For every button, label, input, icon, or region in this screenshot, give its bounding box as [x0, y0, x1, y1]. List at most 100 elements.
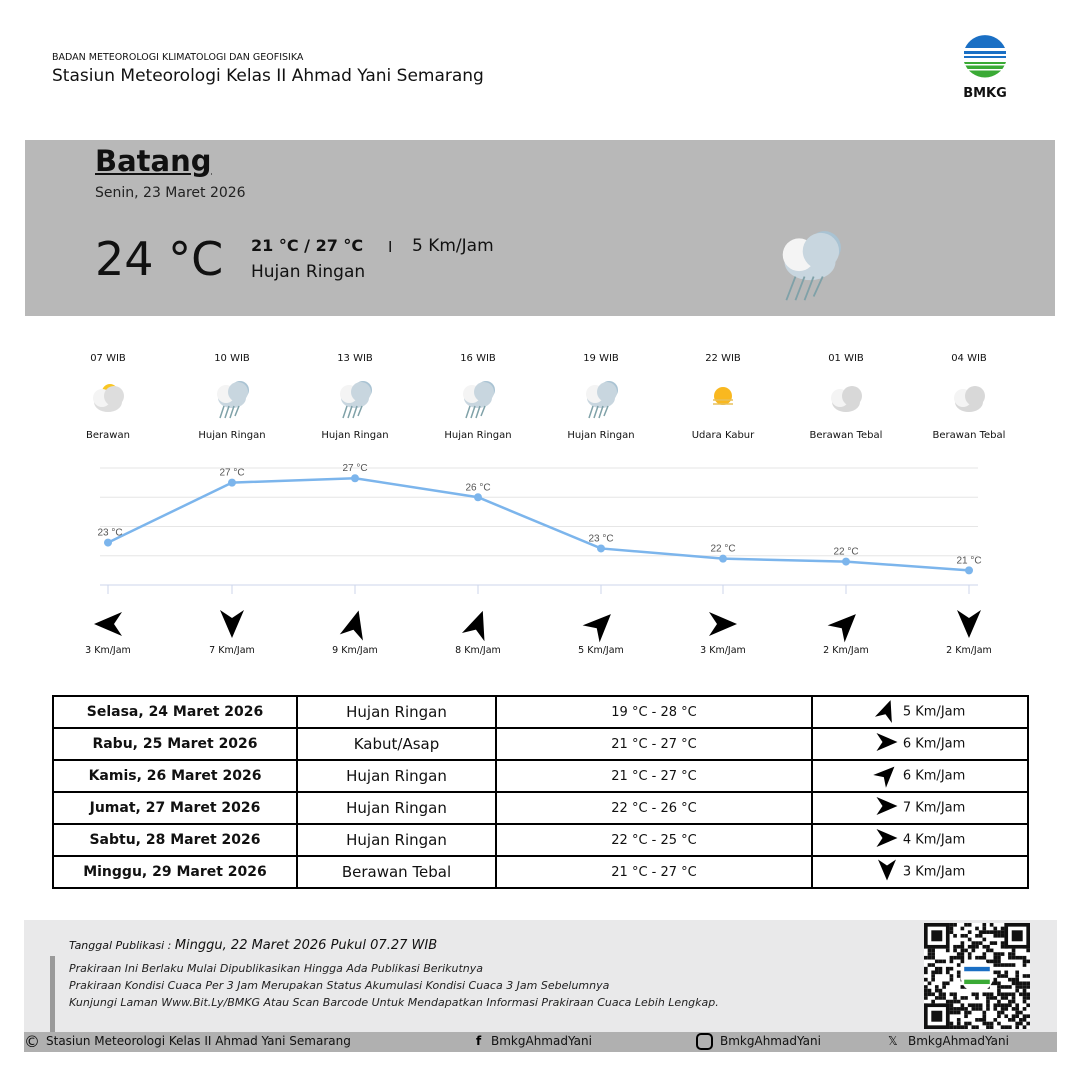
facebook-link[interactable]: BmkgAhmadYani — [491, 1034, 592, 1048]
day-temp-range: 19 °C - 28 °C — [495, 695, 813, 729]
data-label: 22 °C — [710, 544, 735, 555]
hour-label: 10 WIB — [214, 353, 250, 364]
day-wind: 6 Km/Jam — [811, 727, 1029, 761]
temperature-chart: 23 °C 27 °C 27 °C 26 °C 23 °C 22 °C 22 °C 21 °C — [97, 463, 982, 594]
wind-speed: 5 Km/Jam — [578, 645, 624, 656]
wind-speed: 3 Km/Jam — [700, 645, 746, 656]
wind-item: 7 Km/Jam — [182, 608, 282, 656]
wind-arrow-icon — [875, 859, 899, 886]
rain-icon — [541, 374, 661, 422]
day-temp-range: 21 °C - 27 °C — [495, 759, 813, 793]
data-point[interactable] — [597, 544, 605, 553]
hourly-item: 01 WIB Berawan Tebal — [786, 353, 906, 441]
day-wind: 3 Km/Jam — [811, 855, 1029, 889]
day-condition: Berawan Tebal — [296, 855, 497, 889]
wind-arrow-icon — [339, 610, 371, 644]
overcast-icon — [786, 374, 906, 422]
note: Prakiraan Kondisi Cuaca Per 3 Jam Merupa… — [69, 979, 610, 992]
bmkg-logo-icon — [963, 35, 1007, 79]
table-row: Rabu, 25 Maret 2026 Kabut/Asap 21 °C - 27 … — [52, 727, 1029, 761]
data-point[interactable] — [719, 554, 727, 563]
wind-arrow-icon — [827, 614, 862, 644]
day-date: Sabtu, 28 Maret 2026 — [52, 823, 298, 857]
day-wind: 5 Km/Jam — [811, 695, 1029, 729]
wind-arrow-icon — [875, 797, 899, 822]
wind-item: 3 Km/Jam — [673, 608, 773, 656]
wind-speed: 3 Km/Jam — [85, 645, 131, 656]
wind-arrow-icon — [461, 610, 494, 644]
data-label: 23 °C — [97, 528, 122, 539]
day-condition: Hujan Ringan — [296, 823, 497, 857]
table-row: Selasa, 24 Maret 2026 Hujan Ringan 19 °C -… — [52, 695, 1029, 729]
hour-label: 01 WIB — [828, 353, 864, 364]
copyright-icon: © — [24, 1032, 40, 1051]
wind-item: 2 Km/Jam — [796, 608, 896, 656]
data-label: 27 °C — [342, 463, 367, 474]
wind-arrow-icon — [707, 612, 739, 644]
wind-arrow-icon — [953, 610, 985, 644]
qr-code-icon[interactable] — [924, 923, 1030, 1029]
day-temp-range: 21 °C - 27 °C — [495, 727, 813, 761]
rain-icon — [172, 374, 292, 422]
day-date: Jumat, 27 Maret 2026 — [52, 791, 298, 825]
wind-arrow-icon — [582, 614, 617, 644]
wind-arrow-icon — [216, 610, 248, 644]
table-row: Kamis, 26 Maret 2026 Hujan Ringan 21 °C - … — [52, 759, 1029, 793]
station-name: Stasiun Meteorologi Kelas II Ahmad Yani … — [52, 66, 484, 86]
wind-item: 8 Km/Jam — [428, 608, 528, 656]
temperature-line — [107, 476, 970, 572]
day-condition: Hujan Ringan — [296, 791, 497, 825]
hourly-item: 04 WIB Berawan Tebal — [909, 353, 1029, 441]
wind-arrow-icon — [92, 612, 124, 644]
table-row: Sabtu, 28 Maret 2026 Hujan Ringan 22 °C - … — [52, 823, 1029, 857]
wind-speed: 4 Km/Jam — [902, 832, 966, 848]
wind-arrow-icon — [872, 766, 899, 790]
agency-name: BADAN METEOROLOGI KLIMATOLOGI DAN GEOFIS… — [52, 52, 304, 63]
rain-icon — [295, 374, 415, 422]
data-label: 26 °C — [465, 482, 490, 493]
data-label: 27 °C — [219, 468, 244, 479]
current-temperature: 24 °C — [95, 232, 224, 286]
data-point[interactable] — [474, 493, 482, 502]
wind-speed: 6 Km/Jam — [902, 768, 966, 784]
day-temp-range: 22 °C - 26 °C — [495, 791, 813, 825]
hourly-item: 07 WIB Berawan — [48, 353, 168, 441]
daily-forecast-table: Selasa, 24 Maret 2026 Hujan Ringan 19 °C -… — [52, 695, 1029, 889]
current-weather-panel: Batang Senin, 23 Maret 2026 24 °C 21 °C … — [25, 140, 1055, 316]
data-label: 23 °C — [588, 533, 613, 544]
partly-cloudy-icon — [48, 374, 168, 422]
current-condition: Hujan Ringan — [251, 262, 366, 282]
x-link[interactable]: BmkgAhmadYani — [908, 1034, 1009, 1048]
hour-label: 19 WIB — [583, 353, 619, 364]
day-date: Rabu, 25 Maret 2026 — [52, 727, 298, 761]
day-condition: Kabut/Asap — [296, 727, 497, 761]
day-date: Selasa, 24 Maret 2026 — [52, 695, 298, 729]
wind-item: 5 Km/Jam — [551, 608, 651, 656]
hour-label: 13 WIB — [337, 353, 373, 364]
wind-arrow-icon — [875, 733, 899, 758]
data-point[interactable] — [228, 478, 236, 487]
day-temp-range: 22 °C - 25 °C — [495, 823, 813, 857]
data-point[interactable] — [104, 538, 112, 547]
data-point[interactable] — [351, 474, 359, 483]
day-condition: Hujan Ringan — [296, 695, 497, 729]
hour-condition: Hujan Ringan — [198, 430, 266, 441]
copyright-text: Stasiun Meteorologi Kelas II Ahmad Yani … — [46, 1034, 351, 1048]
day-date: Minggu, 29 Maret 2026 — [52, 855, 298, 889]
data-point[interactable] — [965, 566, 973, 575]
hourly-item: 22 WIB Udara Kabur — [663, 353, 783, 441]
instagram-link[interactable]: BmkgAhmadYani — [720, 1034, 821, 1048]
wind-item: 2 Km/Jam — [919, 608, 1019, 656]
facebook-icon: f — [476, 1034, 482, 1048]
x-icon: 𝕏 — [888, 1034, 898, 1048]
current-date: Senin, 23 Maret 2026 — [95, 185, 246, 201]
hourly-item: 10 WIB Hujan Ringan — [172, 353, 292, 441]
temperature-range: 21 °C / 27 °C — [251, 236, 364, 255]
bmkg-logo: BMKG — [955, 34, 1015, 101]
hour-label: 07 WIB — [90, 353, 126, 364]
divider — [50, 956, 55, 1032]
wind-arrow-icon — [875, 829, 899, 854]
footer-bar: © Stasiun Meteorologi Kelas II Ahmad Yan… — [24, 1032, 1057, 1052]
table-row: Jumat, 27 Maret 2026 Hujan Ringan 22 °C - … — [52, 791, 1029, 825]
data-point[interactable] — [842, 557, 850, 566]
